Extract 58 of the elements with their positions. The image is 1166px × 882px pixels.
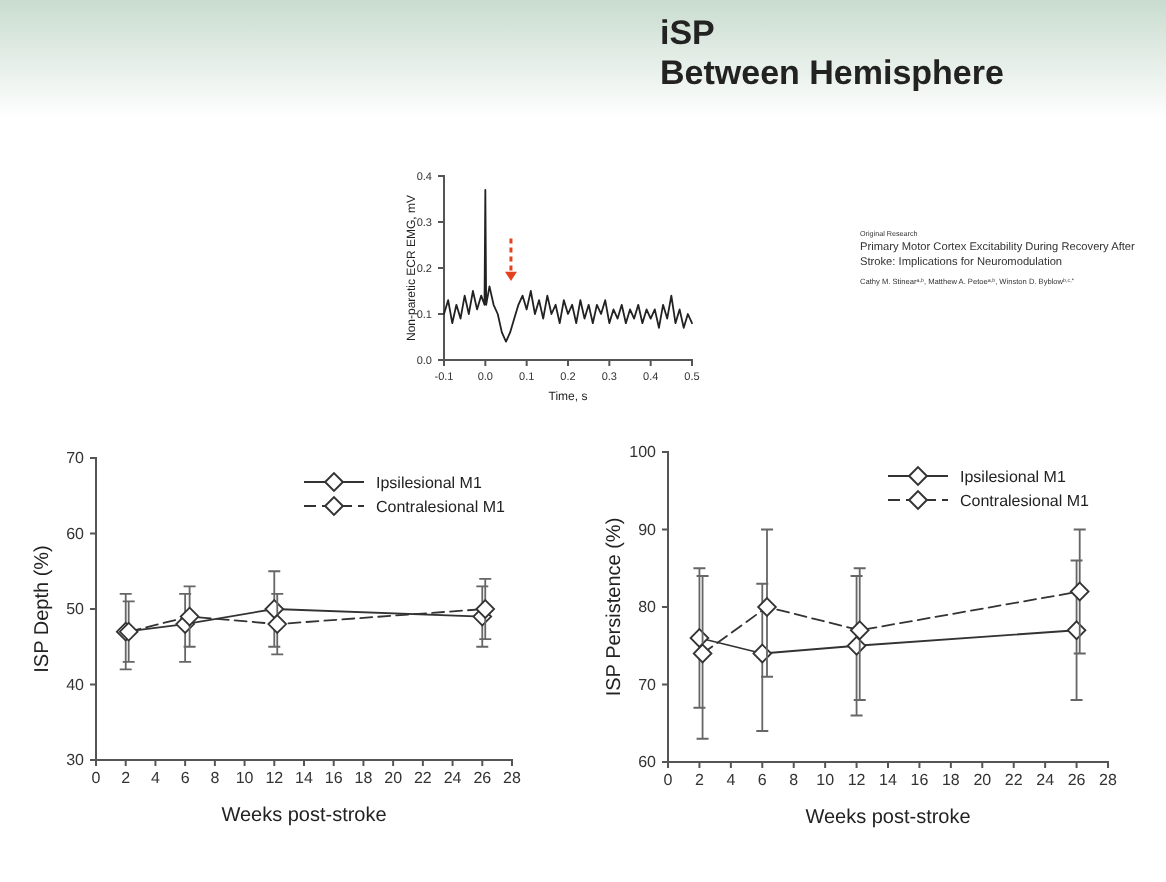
x-tick-label: 24 bbox=[443, 769, 463, 788]
point bbox=[179, 606, 200, 627]
y-tick-label: 50 bbox=[66, 600, 86, 619]
x-tick-label: 8 bbox=[789, 771, 800, 790]
y-tick-label: 70 bbox=[66, 449, 86, 468]
legend-label: Contralesional M1 bbox=[960, 492, 1091, 510]
y-tick-label: 90 bbox=[638, 520, 658, 539]
x-tick-label: 14 bbox=[295, 769, 314, 788]
point bbox=[1069, 581, 1090, 602]
x-tick-label: 10 bbox=[816, 771, 836, 790]
x-tick-label: 24 bbox=[1036, 771, 1056, 790]
y-axis-title: ISP Persistence (%) bbox=[604, 517, 626, 697]
text: iSP bbox=[660, 14, 715, 52]
x-tick-label: 6 bbox=[757, 771, 768, 790]
legend-label: Ipsilesional M1 bbox=[960, 468, 1067, 486]
y-tick-label: 60 bbox=[638, 753, 658, 772]
legend-label: Ipsilesional M1 bbox=[376, 474, 483, 492]
y-axis-title: ISP Depth (%) bbox=[32, 545, 54, 673]
y-tick-label: 60 bbox=[66, 524, 86, 543]
x-tick-label: 14 bbox=[879, 771, 898, 790]
x-tick-label: 26 bbox=[1067, 771, 1087, 790]
point bbox=[475, 599, 496, 619]
y-tick-label: 40 bbox=[66, 675, 86, 694]
x-tick-label: 0 bbox=[91, 769, 102, 788]
point bbox=[267, 614, 288, 634]
x-tick-label: 8 bbox=[210, 769, 221, 788]
x-tick-label: 10 bbox=[235, 769, 255, 788]
x-tick-label: 6 bbox=[180, 769, 191, 788]
y-tick-label: 80 bbox=[638, 598, 658, 617]
x-tick-label: 22 bbox=[1004, 771, 1024, 790]
x-axis-title: Weeks post-stroke bbox=[805, 807, 972, 830]
x-tick-label: 12 bbox=[265, 769, 285, 788]
x-tick-label: 28 bbox=[503, 769, 522, 788]
point bbox=[849, 620, 870, 641]
x-tick-label: 16 bbox=[324, 769, 344, 788]
x-tick-label: 12 bbox=[847, 771, 867, 790]
x-axis-title: Weeks post-stroke bbox=[221, 805, 388, 828]
x-tick-label: 16 bbox=[910, 771, 930, 790]
x-tick-label: 28 bbox=[1099, 771, 1118, 790]
y-tick-label: 70 bbox=[638, 675, 658, 694]
point bbox=[757, 597, 777, 617]
x-tick-label: 26 bbox=[473, 769, 493, 788]
x-tick-label: 4 bbox=[150, 769, 161, 788]
y-tick-label: 100 bbox=[629, 443, 658, 462]
line-series bbox=[443, 188, 693, 343]
x-tick-label: 20 bbox=[384, 769, 404, 788]
x-tick-label: 18 bbox=[354, 769, 374, 788]
x-tick-label: 20 bbox=[973, 771, 993, 790]
x-tick-label: 0 bbox=[663, 771, 674, 790]
point bbox=[692, 643, 713, 664]
x-tick-label: 4 bbox=[726, 771, 737, 790]
x-tick-label: 22 bbox=[413, 769, 433, 788]
y-tick-label: 30 bbox=[66, 751, 86, 770]
x-tick-label: 18 bbox=[941, 771, 961, 790]
x-tick-label: 2 bbox=[694, 771, 705, 790]
legend-label: Contralesional M1 bbox=[376, 498, 507, 516]
x-tick-label: 2 bbox=[121, 769, 132, 788]
text: Between Hemisphere bbox=[660, 54, 1004, 92]
